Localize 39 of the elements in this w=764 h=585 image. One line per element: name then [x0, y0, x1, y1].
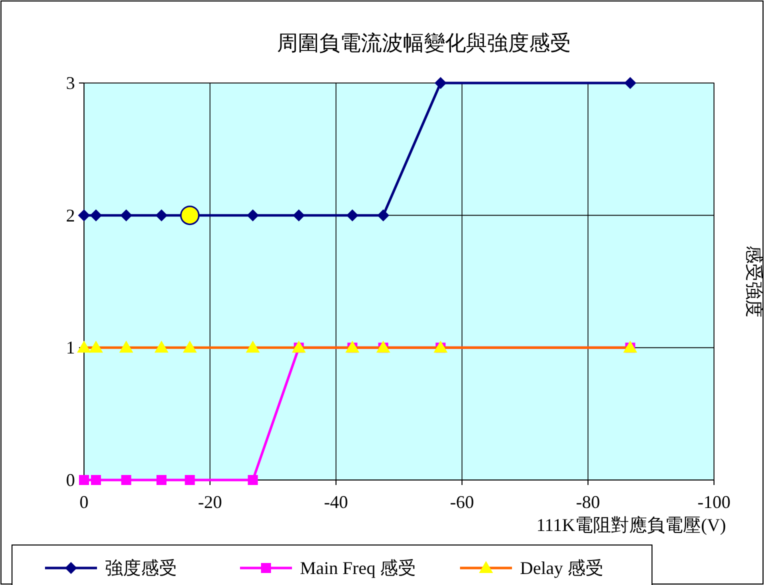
y-axis-title: 感受強度 — [744, 246, 764, 318]
point — [346, 209, 358, 222]
x-tick-label: 0 — [80, 492, 88, 512]
point — [624, 77, 636, 89]
point — [377, 209, 390, 222]
point — [292, 209, 305, 222]
point — [79, 475, 89, 485]
point — [434, 77, 447, 89]
point — [90, 209, 102, 222]
y-tick-label: 2 — [66, 205, 75, 226]
point — [88, 340, 103, 353]
y-tick-label: 1 — [66, 338, 75, 358]
point — [248, 475, 258, 485]
x-tick-label: -20 — [198, 492, 222, 512]
chart-title: 周圍負電流波幅變化與強度感受 — [277, 31, 571, 55]
point — [119, 340, 134, 353]
point — [246, 340, 260, 353]
point — [182, 340, 197, 353]
point — [120, 209, 132, 222]
point — [155, 209, 168, 222]
legend-label: 強度感受 — [105, 558, 177, 578]
x-tick-label: -40 — [324, 492, 348, 512]
legend-label: Main Freq 感受 — [300, 558, 416, 578]
point — [154, 340, 168, 353]
point — [78, 209, 90, 222]
point — [121, 475, 132, 485]
y-tick-label: 0 — [66, 470, 75, 490]
legend-label: Delay 感受 — [520, 558, 604, 578]
x-axis-title: 111K電阻對應負電壓(V) — [536, 515, 726, 535]
point — [180, 206, 200, 226]
x-tick-label: -80 — [576, 492, 600, 512]
y-tick-label: 3 — [66, 73, 75, 93]
x-tick-label: -60 — [450, 492, 474, 512]
point — [246, 209, 259, 222]
point — [90, 475, 101, 485]
point — [77, 340, 91, 353]
point — [184, 475, 195, 485]
point — [156, 475, 166, 485]
x-tick-label: -100 — [698, 492, 730, 512]
